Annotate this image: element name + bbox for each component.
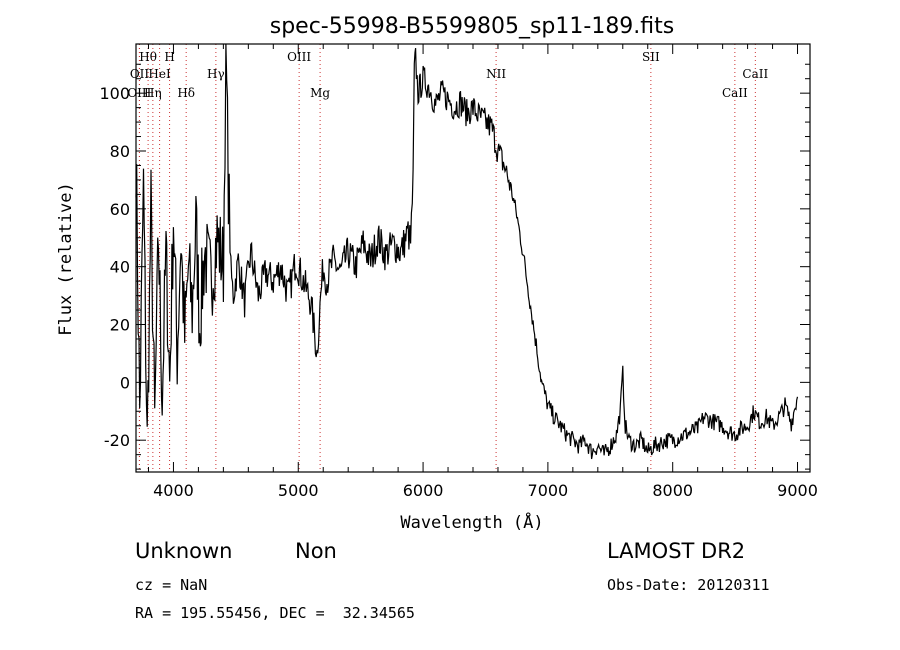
y-tick-label-3: 40	[110, 258, 130, 277]
line-label-7: Hδ	[177, 86, 195, 100]
x-tick-label-2: 6000	[403, 481, 444, 500]
line-label-2: OII	[130, 67, 150, 81]
y-tick-label-0: -20	[104, 431, 130, 450]
object-class: Unknown	[135, 539, 233, 563]
chart-title: spec-55998-B5599805_sp11-189.fits	[270, 14, 675, 39]
x-tick-label-5: 9000	[777, 481, 818, 500]
line-label-8: OIII	[287, 50, 311, 64]
obs-date-text: Obs-Date: 20120311	[607, 576, 770, 594]
spectrum-line	[135, 43, 799, 460]
y-tick-label-5: 80	[110, 142, 130, 161]
y-tick-label-4: 60	[110, 200, 130, 219]
line-label-10: NII	[486, 67, 506, 81]
line-label-3: HeI	[148, 67, 171, 81]
line-label-6: Hη	[144, 86, 162, 100]
y-tick-label-2: 20	[110, 316, 130, 335]
axis-ticks: 4000 5000 6000 7000 8000 9000 -20 0 20 40 60 80 100	[99, 44, 818, 500]
line-label-11: SII	[642, 50, 660, 64]
coordinates-text: RA = 195.55456, DEC = 32.34565	[135, 604, 415, 622]
line-label-1: H	[164, 50, 174, 64]
y-tick-label-1: 0	[120, 373, 130, 392]
y-tick-label-6: 100	[99, 84, 130, 103]
line-label-12: CaII	[742, 67, 768, 81]
x-tick-label-4: 8000	[652, 481, 693, 500]
x-tick-label-0: 4000	[153, 481, 194, 500]
line-label-13: CaII	[722, 86, 748, 100]
line-label-4: Hγ	[207, 67, 225, 81]
x-tick-label-1: 5000	[278, 481, 319, 500]
line-label-9: Mg	[310, 86, 330, 100]
object-subclass: Non	[295, 539, 337, 563]
y-axis-label: Flux (relative)	[56, 182, 76, 336]
line-label-0: Hθ	[139, 50, 157, 64]
survey-label: LAMOST DR2	[607, 539, 746, 563]
x-tick-label-3: 7000	[528, 481, 569, 500]
redshift-text: cz = NaN	[135, 576, 208, 594]
x-axis-label: Wavelength (Å)	[400, 511, 543, 533]
plot-frame	[135, 43, 811, 473]
